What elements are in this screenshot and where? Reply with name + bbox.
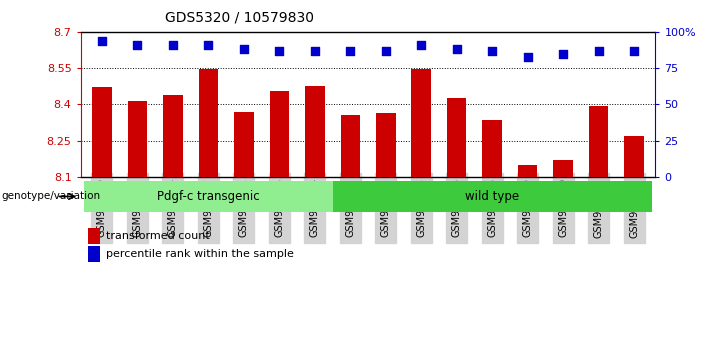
Point — [593, 48, 604, 53]
Bar — [411, 69, 431, 177]
Text: transformed count: transformed count — [106, 231, 210, 241]
Bar — [625, 136, 644, 177]
Bar — [198, 69, 218, 177]
Point — [416, 42, 427, 48]
Bar — [518, 165, 538, 177]
Bar — [589, 105, 608, 177]
Text: genotype/variation: genotype/variation — [1, 192, 100, 201]
Text: GDS5320 / 10579830: GDS5320 / 10579830 — [165, 11, 314, 25]
Text: wild type: wild type — [465, 190, 519, 203]
Point — [96, 38, 107, 44]
Bar — [92, 87, 111, 177]
Point — [557, 51, 569, 57]
Point — [629, 48, 640, 53]
Point — [380, 48, 391, 53]
Bar — [305, 86, 325, 177]
Bar — [447, 98, 466, 177]
Bar — [234, 112, 254, 177]
Bar — [163, 95, 183, 177]
Bar — [128, 101, 147, 177]
Bar — [341, 115, 360, 177]
Point — [132, 42, 143, 48]
FancyBboxPatch shape — [84, 181, 332, 212]
Point — [309, 48, 320, 53]
Point — [238, 46, 250, 52]
Bar — [553, 160, 573, 177]
Point — [273, 48, 285, 53]
Bar — [270, 91, 289, 177]
FancyBboxPatch shape — [332, 181, 652, 212]
Point — [203, 42, 214, 48]
Point — [168, 42, 179, 48]
Text: percentile rank within the sample: percentile rank within the sample — [106, 249, 294, 259]
Point — [345, 48, 356, 53]
Bar — [482, 120, 502, 177]
Bar — [376, 113, 395, 177]
Point — [451, 46, 463, 52]
Point — [522, 54, 533, 59]
Text: Pdgf-c transgenic: Pdgf-c transgenic — [157, 190, 259, 203]
Point — [486, 48, 498, 53]
